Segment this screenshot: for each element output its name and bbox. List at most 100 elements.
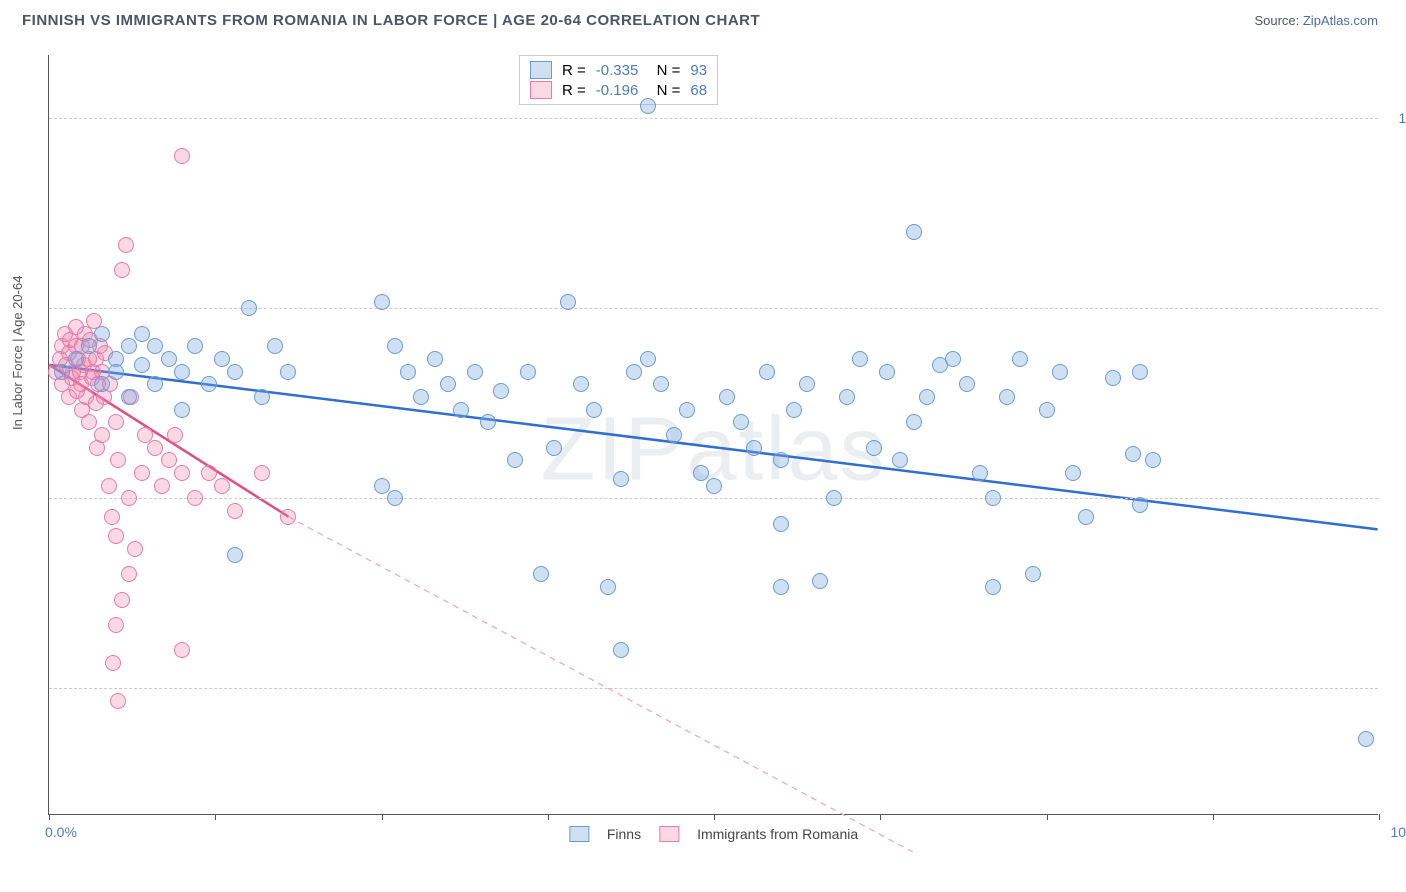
data-point — [985, 579, 1001, 595]
data-point — [161, 452, 177, 468]
r-value-s1: -0.335 — [596, 62, 639, 79]
data-point — [174, 364, 190, 380]
data-point — [280, 364, 296, 380]
data-point — [121, 566, 137, 582]
data-point — [1025, 566, 1041, 582]
data-point — [773, 516, 789, 532]
data-point — [147, 440, 163, 456]
data-point — [374, 478, 390, 494]
data-point — [267, 338, 283, 354]
data-point — [1145, 452, 1161, 468]
data-point — [1078, 509, 1094, 525]
legend-row-series1: R = -0.335 N = 93 — [530, 60, 707, 80]
data-point — [174, 465, 190, 481]
data-point — [227, 364, 243, 380]
series-legend: Finns Immigrants from Romania — [569, 826, 858, 842]
data-point — [81, 338, 97, 354]
data-point — [919, 389, 935, 405]
data-point — [413, 389, 429, 405]
x-tick — [548, 814, 549, 820]
data-point — [1105, 370, 1121, 386]
data-point — [812, 573, 828, 589]
data-point — [1012, 351, 1028, 367]
data-point — [121, 490, 137, 506]
data-point — [999, 389, 1015, 405]
data-point — [227, 547, 243, 563]
data-point — [786, 402, 802, 418]
x-tick — [1379, 814, 1380, 820]
data-point — [839, 389, 855, 405]
data-point — [640, 98, 656, 114]
x-tick — [49, 814, 50, 820]
data-point — [773, 579, 789, 595]
data-point — [214, 351, 230, 367]
data-point — [214, 478, 230, 494]
data-point — [161, 351, 177, 367]
data-point — [134, 357, 150, 373]
data-point — [666, 427, 682, 443]
data-point — [174, 148, 190, 164]
data-point — [241, 300, 257, 316]
data-point — [507, 452, 523, 468]
data-point — [613, 471, 629, 487]
data-point — [693, 465, 709, 481]
data-point — [68, 351, 84, 367]
x-tick — [1213, 814, 1214, 820]
data-point — [121, 338, 137, 354]
data-point — [972, 465, 988, 481]
data-point — [227, 503, 243, 519]
data-point — [114, 592, 130, 608]
data-point — [254, 465, 270, 481]
data-point — [493, 383, 509, 399]
data-point — [187, 338, 203, 354]
data-point — [174, 402, 190, 418]
data-point — [400, 364, 416, 380]
data-point — [127, 541, 143, 557]
data-point — [1039, 402, 1055, 418]
source-attribution: Source: ZipAtlas.com — [1254, 13, 1378, 28]
data-point — [187, 490, 203, 506]
data-point — [387, 490, 403, 506]
gridline-h — [49, 498, 1378, 499]
swatch-series1 — [530, 61, 552, 79]
data-point — [1052, 364, 1068, 380]
correlation-legend: R = -0.335 N = 93 R = -0.196 N = 68 — [519, 55, 718, 105]
data-point — [759, 364, 775, 380]
data-point — [453, 402, 469, 418]
data-point — [167, 427, 183, 443]
data-point — [1065, 465, 1081, 481]
data-point — [94, 427, 110, 443]
data-point — [1358, 731, 1374, 747]
source-link[interactable]: ZipAtlas.com — [1303, 13, 1378, 28]
data-point — [147, 338, 163, 354]
legend-label-s2: Immigrants from Romania — [697, 826, 858, 842]
data-point — [1125, 446, 1141, 462]
data-point — [985, 490, 1001, 506]
data-point — [154, 478, 170, 494]
data-point — [147, 376, 163, 392]
data-point — [600, 579, 616, 595]
data-point — [374, 294, 390, 310]
data-point — [906, 414, 922, 430]
data-point — [852, 351, 868, 367]
legend-label-s1: Finns — [607, 826, 641, 842]
data-point — [626, 364, 642, 380]
data-point — [81, 414, 97, 430]
data-point — [108, 364, 124, 380]
gridline-h — [49, 688, 1378, 689]
data-point — [746, 440, 762, 456]
data-point — [560, 294, 576, 310]
chart-header: FINNISH VS IMMIGRANTS FROM ROMANIA IN LA… — [0, 0, 1406, 37]
data-point — [121, 389, 137, 405]
data-point — [480, 414, 496, 430]
data-point — [1132, 497, 1148, 513]
data-point — [719, 389, 735, 405]
gridline-h — [49, 118, 1378, 119]
data-point — [520, 364, 536, 380]
data-point — [201, 465, 217, 481]
data-point — [54, 364, 70, 380]
data-point — [110, 693, 126, 709]
x-tick — [215, 814, 216, 820]
data-point — [427, 351, 443, 367]
data-point — [105, 655, 121, 671]
